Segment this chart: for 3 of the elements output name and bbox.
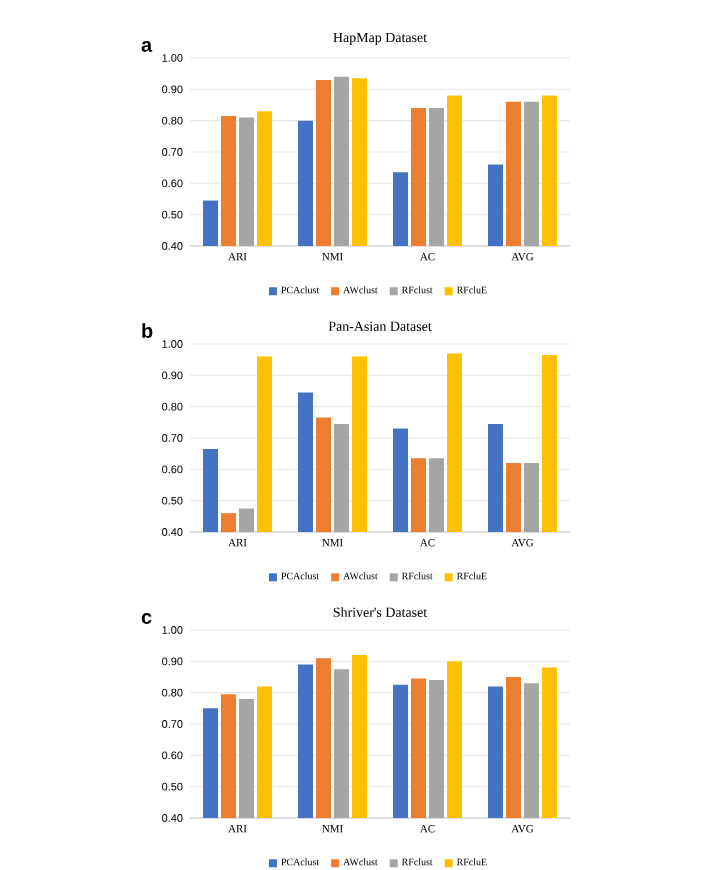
text: a [141,41,153,52]
text: b [142,323,153,338]
text: c [141,613,152,624]
